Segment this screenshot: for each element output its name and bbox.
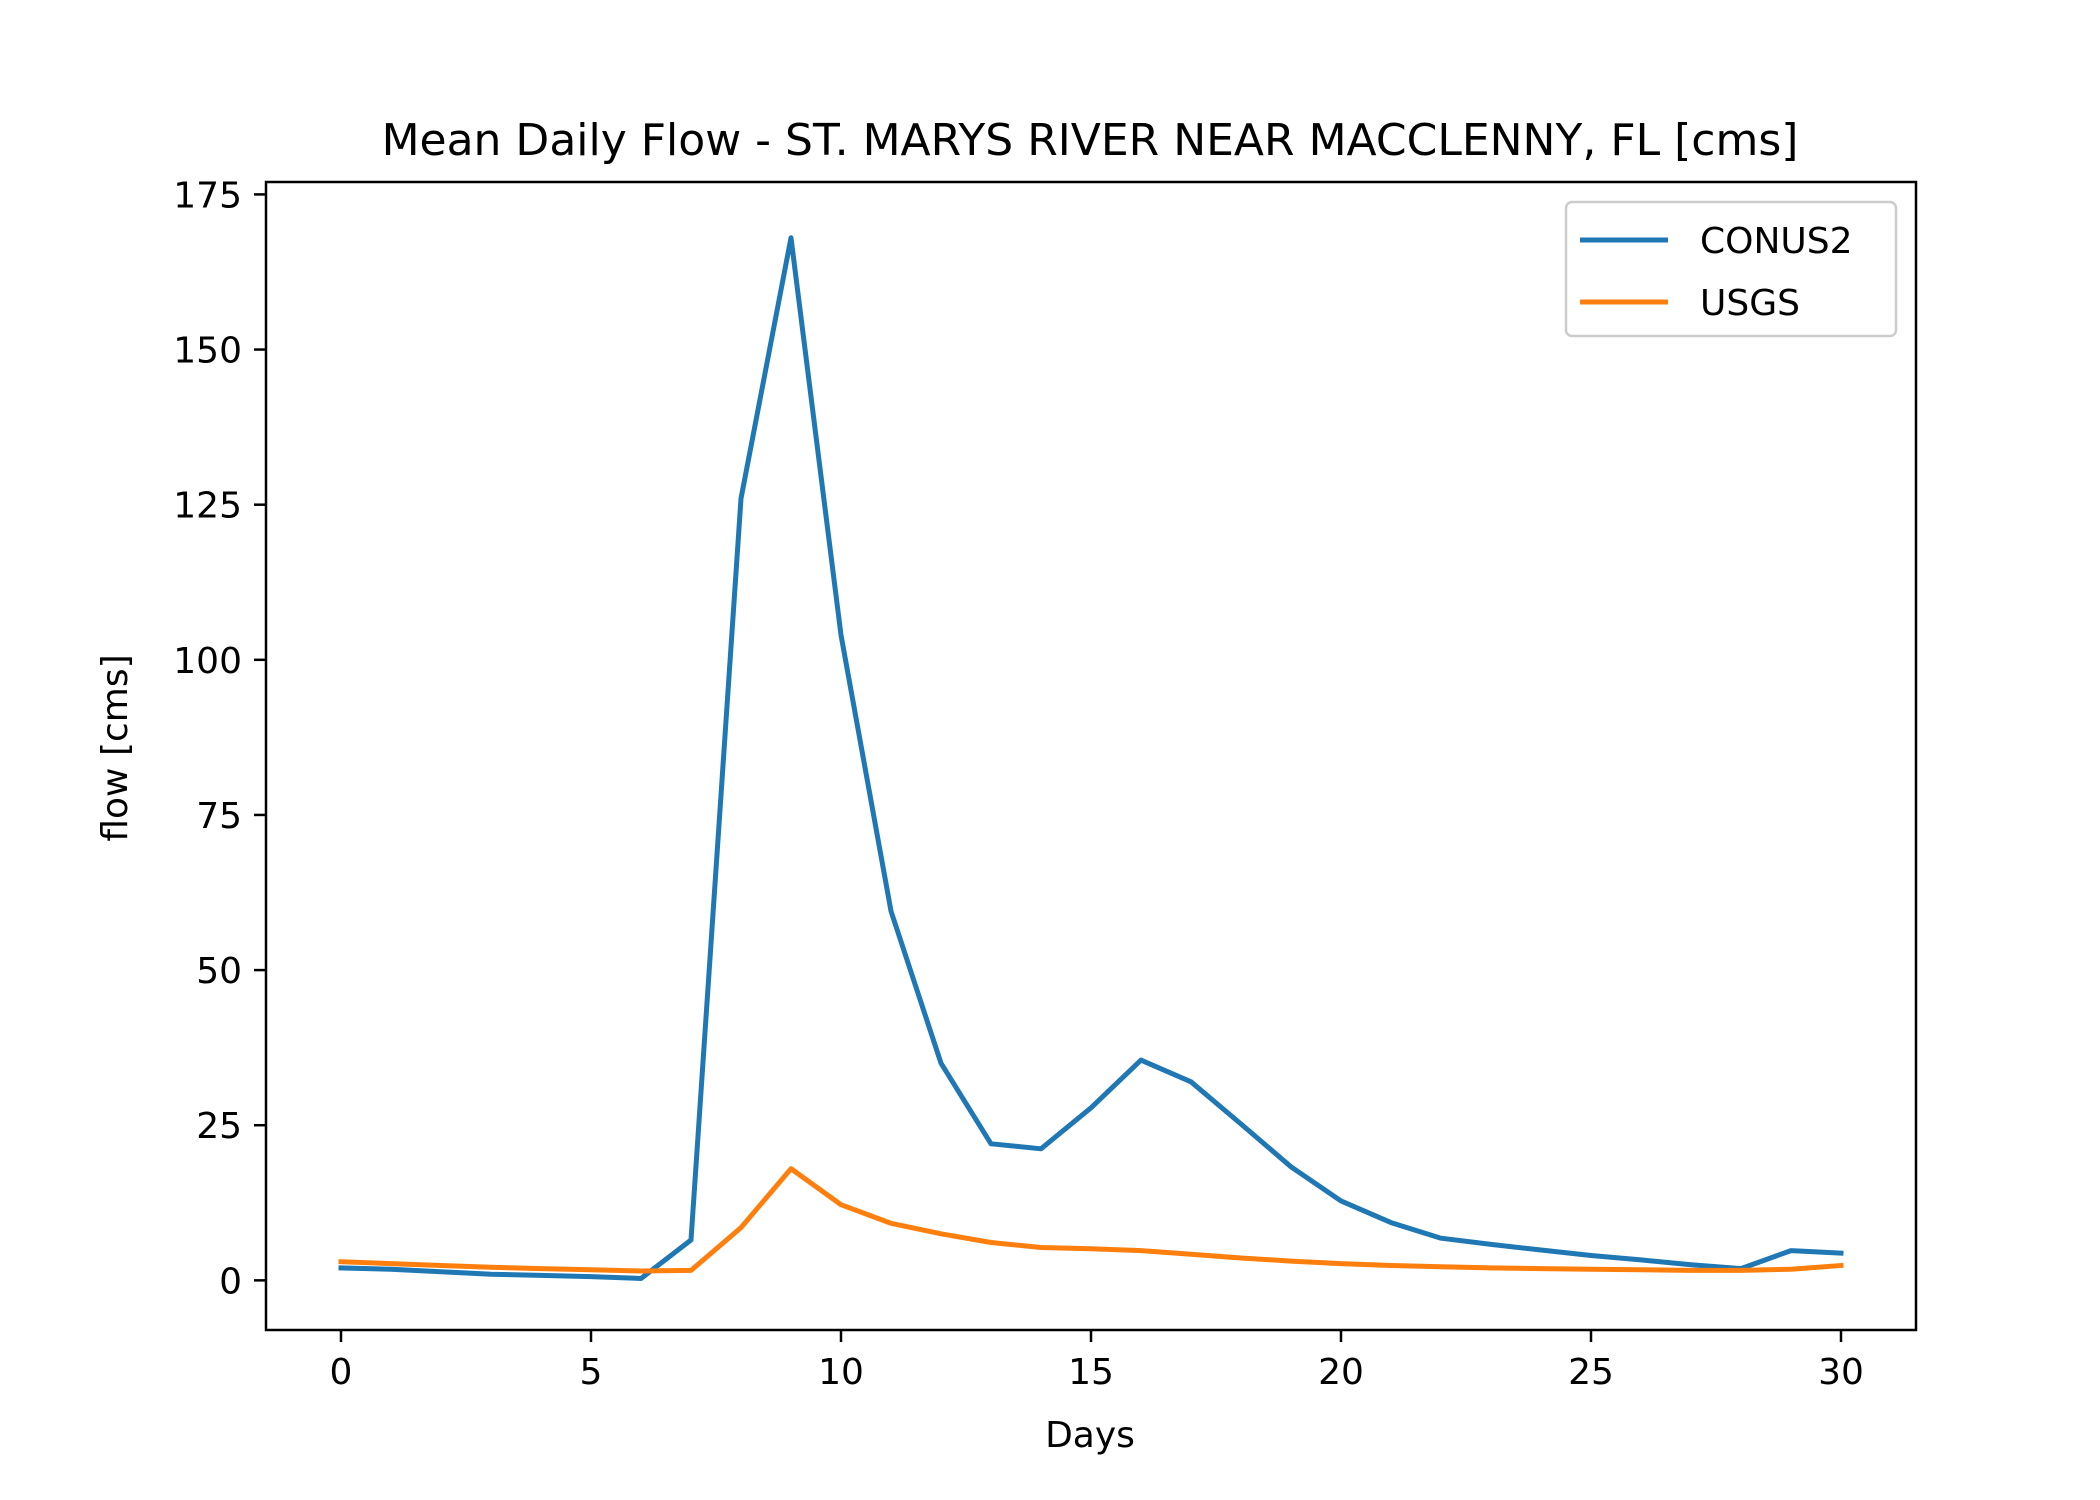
plot-frame: [264, 180, 1918, 1332]
x-tick-label-25: 25: [1568, 1352, 1614, 1393]
x-tick-label-10: 10: [818, 1352, 864, 1393]
x-axis-label: Days: [1045, 1415, 1135, 1456]
y-tick-label-25: 25: [196, 1106, 242, 1147]
legend-label-conus2: CONUS2: [1700, 221, 1853, 262]
legend-label-usgs: USGS: [1700, 283, 1800, 324]
y-tick-label-0: 0: [219, 1261, 242, 1302]
series-line-conus2: [338, 235, 1844, 1281]
y-tick-label-75: 75: [196, 796, 242, 837]
y-tick-label-100: 100: [173, 641, 242, 682]
series-line-usgs: [338, 1166, 1844, 1274]
x-tick-label-0: 0: [330, 1352, 353, 1393]
y-tick-label-150: 150: [173, 331, 242, 372]
x-tick-label-15: 15: [1068, 1352, 1114, 1393]
y-tick-label-50: 50: [196, 951, 242, 992]
plot-area: 0 5 10 15 20 25 30 0 25 50 75 100 125 150 175 CONUS2 USG…: [173, 175, 1918, 1393]
x-tick-label-30: 30: [1818, 1352, 1864, 1393]
y-axis-label: flow [cms]: [95, 654, 136, 841]
y-tick-label-175: 175: [173, 175, 242, 216]
chart-title: Mean Daily Flow - ST. MARYS RIVER NEAR M…: [382, 115, 1799, 166]
x-tick-label-20: 20: [1318, 1352, 1364, 1393]
y-tick-label-125: 125: [173, 486, 242, 527]
x-tick-label-5: 5: [580, 1352, 603, 1393]
